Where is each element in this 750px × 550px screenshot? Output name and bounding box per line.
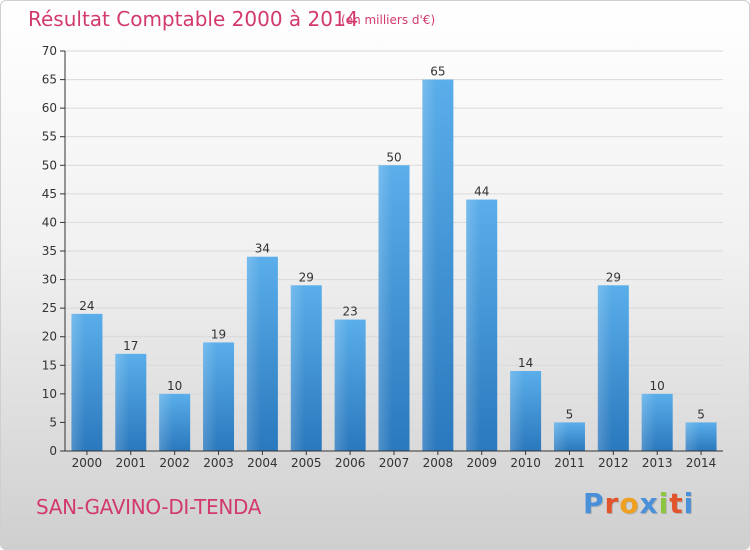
bar-value-label: 5 <box>697 407 705 421</box>
bar-value-label: 17 <box>123 339 138 353</box>
logo-letter: o <box>619 487 640 520</box>
bar-highlight <box>115 353 130 451</box>
logo-letter: i <box>658 487 670 520</box>
bar-value-label: 50 <box>386 150 401 164</box>
x-tick-label: 2004 <box>247 456 278 470</box>
bar-highlight <box>290 285 305 451</box>
y-tick-label: 15 <box>42 358 57 372</box>
y-tick-label: 65 <box>42 73 57 87</box>
bar-highlight <box>246 256 261 451</box>
y-tick-label: 10 <box>42 387 57 401</box>
x-tick-label: 2008 <box>423 456 454 470</box>
x-tick-label: 2000 <box>72 456 103 470</box>
bar-value-label: 24 <box>79 299 94 313</box>
bar-value-label: 44 <box>474 185 489 199</box>
x-tick-label: 2002 <box>159 456 190 470</box>
bar-highlight <box>510 371 525 451</box>
bar-highlight <box>378 165 393 452</box>
y-tick-label: 55 <box>42 130 57 144</box>
y-tick-label: 60 <box>42 101 57 115</box>
y-tick-label: 70 <box>42 44 57 58</box>
x-tick-label: 2005 <box>291 456 322 470</box>
bar-highlight <box>71 313 86 451</box>
x-tick-label: 2001 <box>116 456 147 470</box>
bar-value-label: 23 <box>342 305 357 319</box>
y-tick-label: 5 <box>49 415 57 429</box>
logo-letter: x <box>639 487 659 520</box>
x-tick-label: 2012 <box>598 456 629 470</box>
bar-value-label: 29 <box>299 270 314 284</box>
bar-highlight <box>159 393 174 451</box>
bar-value-label: 19 <box>211 327 226 341</box>
y-tick-label: 35 <box>42 244 57 258</box>
logo-letter: r <box>604 487 620 520</box>
bar-highlight <box>466 199 481 451</box>
x-tick-label: 2009 <box>466 456 497 470</box>
logo-letter: i <box>683 487 695 520</box>
bar-value-label: 5 <box>566 407 574 421</box>
chart-subtitle: (en milliers d'€) <box>341 13 436 27</box>
bar-highlight <box>553 422 568 451</box>
x-tick-label: 2006 <box>335 456 366 470</box>
y-tick-label: 30 <box>42 273 57 287</box>
x-tick-label: 2003 <box>203 456 234 470</box>
logo-letter: t <box>669 487 684 520</box>
bar-highlight <box>641 393 656 451</box>
bar-value-label: 14 <box>518 356 533 370</box>
bar-value-label: 10 <box>650 379 665 393</box>
y-tick-label: 25 <box>42 301 57 315</box>
x-tick-label: 2010 <box>510 456 541 470</box>
y-tick-label: 45 <box>42 187 57 201</box>
chart-title: Résultat Comptable 2000 à 2014 <box>28 7 359 31</box>
y-tick-label: 40 <box>42 215 57 229</box>
bar-value-label: 34 <box>255 242 270 256</box>
y-tick-label: 0 <box>49 444 57 458</box>
x-tick-label: 2011 <box>554 456 585 470</box>
bar-highlight <box>203 342 217 451</box>
bar-value-label: 29 <box>606 270 621 284</box>
x-tick-label: 2013 <box>642 456 673 470</box>
bar-value-label: 10 <box>167 379 182 393</box>
bar-highlight <box>597 285 612 451</box>
y-tick-label: 50 <box>42 158 57 172</box>
proxiti-logo: Proxiti <box>583 487 694 520</box>
logo-letter: P <box>583 487 605 520</box>
x-tick-label: 2007 <box>379 456 410 470</box>
bar-highlight <box>422 79 437 452</box>
bar-highlight <box>334 319 349 451</box>
commune-name: SAN-GAVINO-DI-TENDA <box>36 495 262 519</box>
x-tick-label: 2014 <box>686 456 717 470</box>
bar-highlight <box>685 422 700 451</box>
bar-value-label: 65 <box>430 65 445 79</box>
y-tick-label: 20 <box>42 330 57 344</box>
